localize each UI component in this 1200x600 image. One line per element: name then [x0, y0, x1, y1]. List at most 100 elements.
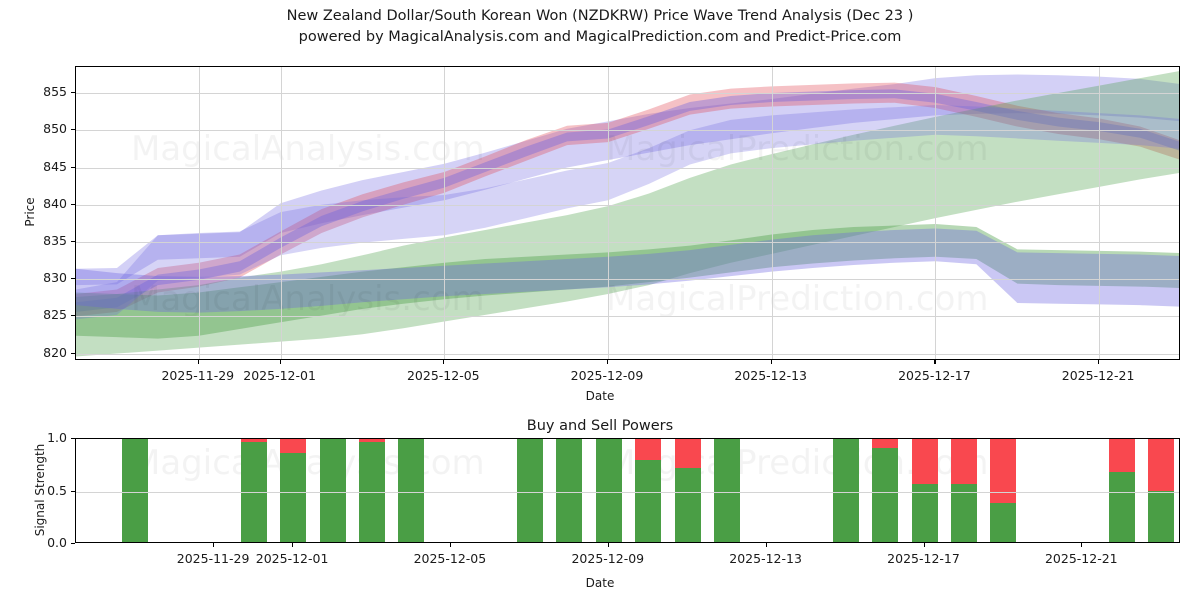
price-gridline-h	[76, 279, 1179, 281]
price-gridline-v	[444, 67, 446, 359]
power-y-tick-label: 0.0	[47, 535, 67, 550]
power-x-tickmark	[923, 543, 925, 547]
sell-power-segment	[674, 439, 701, 468]
page-title: New Zealand Dollar/South Korean Won (NZD…	[0, 6, 1200, 48]
power-x-axis-label: Date	[585, 576, 615, 590]
price-band-green-broad-upper	[76, 71, 1179, 357]
price-x-tick-label: 2025-12-13	[734, 368, 808, 383]
sell-power-segment	[911, 439, 938, 485]
power-x-tick-label: 2025-12-21	[1044, 551, 1118, 566]
power-y-tick-label: 0.5	[47, 482, 67, 498]
power-x-tick-label: 2025-12-09	[571, 551, 645, 566]
sell-power-segment	[872, 439, 898, 448]
buy-power-segment	[872, 447, 898, 542]
power-bar[interactable]	[516, 439, 543, 542]
price-y-tick-label: 850	[43, 121, 67, 137]
power-x-tickmark	[765, 543, 767, 547]
power-bar[interactable]	[950, 439, 977, 542]
power-bar[interactable]	[595, 439, 622, 542]
price-y-tickmark	[71, 166, 75, 168]
price-y-tickmark	[71, 240, 75, 243]
price-x-tickmark	[607, 360, 609, 364]
title-line-2: powered by MagicalAnalysis.com and Magic…	[298, 29, 902, 45]
power-x-tick-label: 2025-12-01	[255, 551, 329, 566]
price-gridline-h	[76, 93, 1179, 95]
power-bar[interactable]	[240, 439, 267, 542]
price-gridline-h	[76, 353, 1179, 355]
buy-power-segment	[122, 439, 149, 542]
price-y-tickmark	[71, 315, 75, 317]
power-bar[interactable]	[714, 439, 741, 542]
power-y-tick-label: 1.0	[47, 430, 67, 445]
price-x-tick-label: 2025-12-05	[406, 368, 480, 383]
power-bar[interactable]	[1108, 439, 1135, 542]
price-x-tickmark	[197, 360, 199, 364]
power-plot-area: MagicalAnalysis.com MagicalPrediction.co…	[75, 438, 1180, 543]
buy-power-segment	[1148, 490, 1175, 542]
price-gridline-v	[198, 67, 200, 359]
price-gridline-v	[771, 67, 773, 359]
sell-power-segment	[359, 439, 385, 443]
price-x-tickmark	[443, 360, 445, 364]
power-bar[interactable]	[556, 439, 583, 542]
price-y-tick-label: 835	[43, 232, 67, 248]
price-y-tick-label: 840	[43, 195, 67, 211]
power-bar[interactable]	[359, 439, 385, 542]
buy-power-segment	[635, 460, 662, 542]
power-bar[interactable]	[319, 439, 346, 542]
buy-power-segment	[280, 452, 306, 542]
price-x-tickmark	[934, 360, 936, 364]
power-chart-title: Buy and Sell Powers	[526, 418, 674, 434]
power-bar[interactable]	[990, 439, 1017, 542]
power-x-tick-label: 2025-12-05	[413, 551, 487, 566]
buy-sell-powers-panel: Buy and Sell Powers MagicalAnalysis.com …	[0, 400, 1200, 600]
price-band-green-lower-channel	[76, 224, 1179, 339]
power-bar[interactable]	[674, 439, 701, 542]
power-bar[interactable]	[280, 439, 306, 542]
sell-power-segment	[280, 439, 306, 453]
watermark-analysis-3: MagicalAnalysis.com	[131, 443, 485, 483]
buy-power-segment	[1108, 471, 1135, 542]
price-gridline-v	[280, 67, 282, 359]
price-x-tickmark	[1098, 360, 1100, 364]
power-bar[interactable]	[398, 439, 425, 542]
power-x-tickmark	[213, 543, 215, 547]
price-wave-panel: MagicalAnalysis.com MagicalPrediction.co…	[23, 66, 1180, 403]
sell-power-segment	[950, 439, 977, 485]
price-y-tickmark	[71, 92, 75, 94]
power-y-tickmark	[71, 438, 75, 440]
price-band-svg	[76, 71, 1179, 357]
price-y-tickmark	[71, 352, 75, 354]
power-bar[interactable]	[872, 439, 898, 542]
power-x-tick-label: 2025-12-13	[729, 551, 802, 566]
power-bar[interactable]	[1148, 439, 1175, 542]
price-band-blue-lower-channel	[76, 228, 1179, 313]
buy-power-segment	[714, 439, 741, 542]
power-x-tick-label: 2025-11-29	[176, 551, 250, 566]
power-y-tickmark	[71, 543, 75, 545]
price-band-red-upper-wave	[76, 82, 1179, 317]
price-gridline-v	[608, 67, 609, 359]
power-bar[interactable]	[635, 439, 662, 542]
price-plot-area: MagicalAnalysis.com MagicalPrediction.co…	[75, 66, 1180, 360]
price-gridline-h	[76, 167, 1179, 169]
price-x-tick-label: 2025-12-21	[1061, 368, 1135, 383]
power-x-tickmark	[449, 543, 452, 547]
buy-power-segment	[556, 439, 583, 542]
price-x-tickmark	[279, 360, 281, 364]
buy-power-segment	[990, 503, 1017, 542]
power-bar[interactable]	[911, 439, 938, 542]
sell-power-segment	[1148, 439, 1175, 491]
sell-power-segment	[990, 439, 1017, 504]
price-gridline-h	[76, 130, 1179, 132]
sell-power-segment	[1108, 439, 1135, 472]
price-x-tick-label: 2025-12-09	[570, 368, 644, 383]
power-bar[interactable]	[832, 439, 859, 542]
price-y-tick-label: 825	[43, 307, 67, 323]
price-x-tick-label: 2025-12-01	[243, 368, 316, 383]
buy-power-segment	[398, 439, 425, 542]
price-y-tickmark	[71, 278, 75, 280]
price-x-tick-label: 2025-11-29	[161, 368, 235, 383]
price-gridline-v	[1099, 67, 1101, 359]
power-bar[interactable]	[122, 439, 149, 542]
